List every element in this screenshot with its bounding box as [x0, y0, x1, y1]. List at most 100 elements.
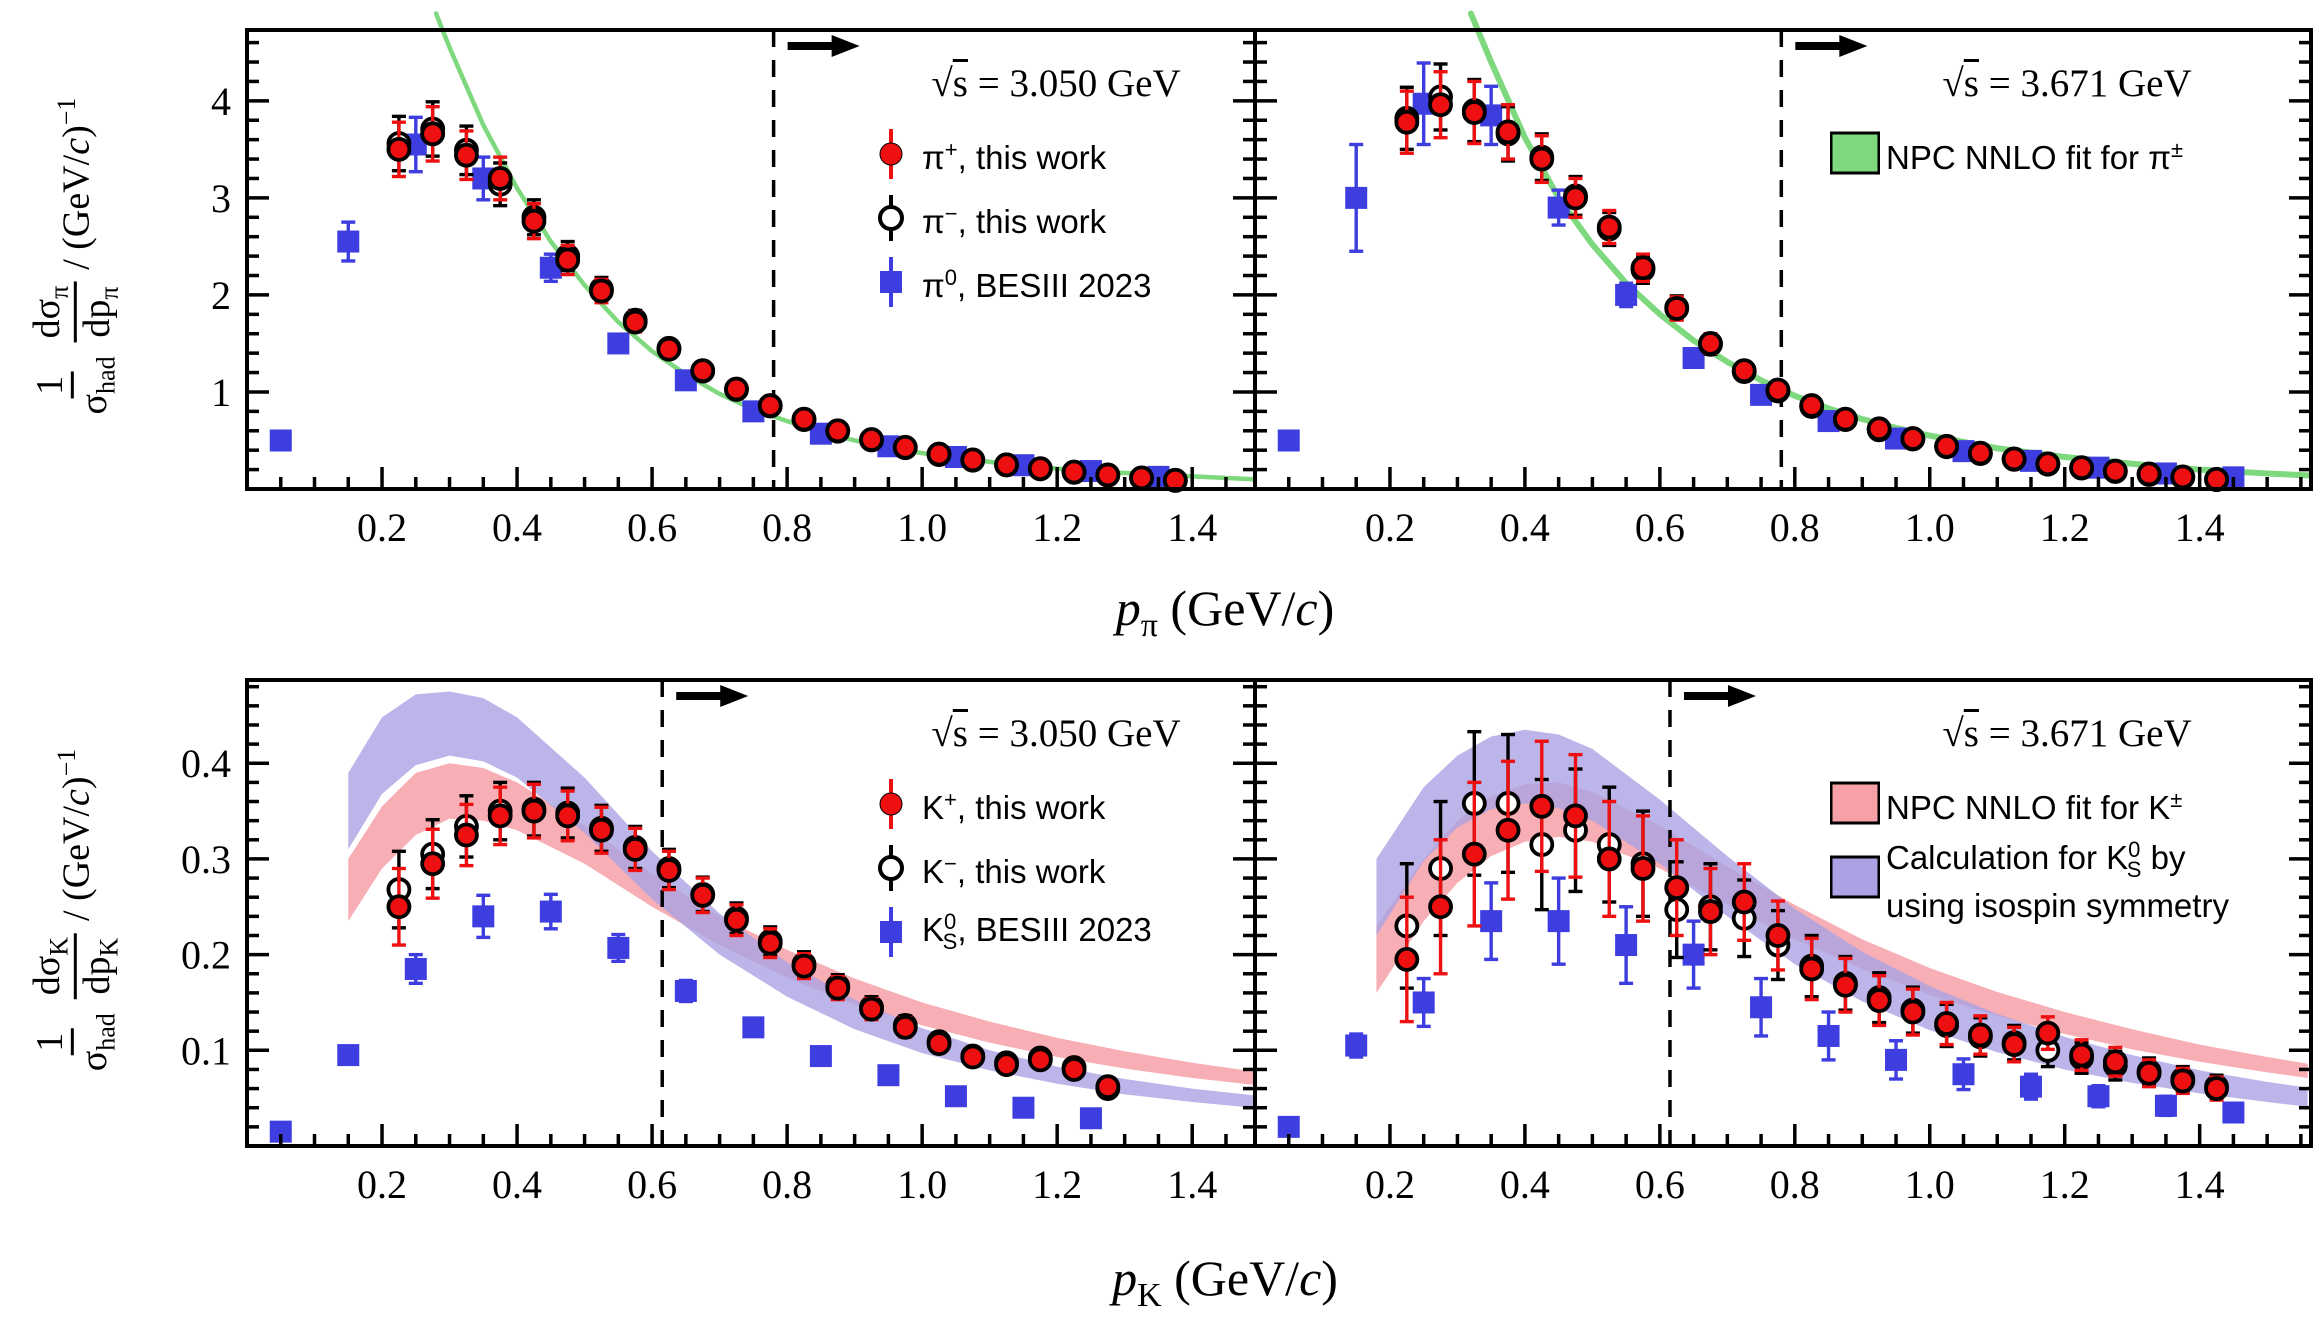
- legend-item: Calculation for K0S by using isospin symm…: [1824, 836, 2310, 923]
- svg-text:0.6: 0.6: [627, 505, 677, 550]
- series-filled-circle: [1394, 70, 2229, 492]
- legend-item-label: π0, BESIII 2023: [922, 265, 1152, 304]
- y-axis-title-kaon: 1 σhad dσK dpK / (GeV/c)−1: [26, 749, 123, 1076]
- tick-labels: 0.2 0.4 0.6 0.8 1.0 1.2 1.4 1 2 3 4: [211, 79, 1217, 550]
- legend-item: K+, this work: [860, 772, 1252, 836]
- legend-item-label: π+, this work: [922, 137, 1107, 176]
- svg-text:0.8: 0.8: [1770, 505, 1820, 550]
- fraction-one-over-sigma-had: 1 σhad: [28, 1013, 121, 1072]
- svg-text:0.4: 0.4: [1500, 1162, 1550, 1207]
- svg-text:0.6: 0.6: [1635, 505, 1685, 550]
- series-square: [269, 892, 1102, 1143]
- svg-text:0.2: 0.2: [1365, 505, 1415, 550]
- legend-item: π0, BESIII 2023: [860, 250, 1252, 314]
- panel-border: [1253, 28, 2313, 491]
- panel-border: [1253, 678, 2313, 1148]
- band-pink: [348, 763, 1253, 1085]
- right-arrow-icon: [1795, 35, 1868, 57]
- legend-item-label: Calculation for K0S by using isospin symm…: [1886, 837, 2229, 924]
- x-axis-title-kaon: pK (GeV/c): [1112, 1250, 1338, 1314]
- legend-item-label: NPC NNLO fit for π±: [1886, 137, 2184, 176]
- panel-kaon-3671: 0.2 0.4 0.6 0.8 1.0 1.2 1.4: [1253, 678, 2313, 1207]
- svg-text:1.4: 1.4: [2175, 1162, 2225, 1207]
- fraction-dsigma-dp: dσπ dpπ: [26, 281, 123, 343]
- series-filled-circle: [386, 104, 1188, 493]
- legend-kaon-3050: √s = 3.050 GeV K+, this work K−, this work…: [860, 712, 1252, 964]
- legend-item: K0S, BESIII 2023: [860, 900, 1252, 964]
- svg-text:1.2: 1.2: [1032, 1162, 1082, 1207]
- series-square: [1277, 876, 2245, 1138]
- svg-text:0.8: 0.8: [762, 505, 812, 550]
- legend-item-label: K0S, BESIII 2023: [922, 909, 1152, 954]
- panel-kaon-3050: 0.2 0.4 0.6 0.8 1.0 1.2 1.4 0.1 0.2 0.3 0.4: [181, 678, 1257, 1207]
- legend-pion-3671: √s = 3.671 GeV NPC NNLO fit for π±: [1824, 62, 2310, 186]
- svg-text:3: 3: [211, 176, 231, 221]
- red-dot-icon: [879, 779, 903, 829]
- svg-text:1.0: 1.0: [1905, 1162, 1955, 1207]
- legend-item-label: NPC NNLO fit for K±: [1886, 787, 2183, 826]
- legend-item: K−, this work: [860, 836, 1252, 900]
- fraction-dsigma-dp: dσK dpK: [26, 932, 123, 1000]
- svg-text:0.6: 0.6: [1635, 1162, 1685, 1207]
- svg-text:4: 4: [211, 79, 231, 124]
- svg-text:1.4: 1.4: [1167, 505, 1217, 550]
- open-dot-icon: [878, 845, 904, 891]
- svg-text:0.2: 0.2: [357, 1162, 407, 1207]
- legend-energy-title: √s = 3.050 GeV: [931, 712, 1181, 755]
- legend-item: NPC NNLO fit for K±: [1824, 772, 2310, 836]
- right-arrow-icon: [1683, 685, 1756, 707]
- svg-text:1.0: 1.0: [897, 505, 947, 550]
- svg-text:0.4: 0.4: [492, 505, 542, 550]
- green-box-icon: [1830, 131, 1880, 175]
- x-axis-title-pion: pπ (GeV/c): [1115, 580, 1335, 644]
- fraction-one-over-sigma-had: 1 σhad: [28, 356, 121, 415]
- right-arrow-icon: [787, 35, 860, 57]
- legend-item-label: K+, this work: [922, 787, 1106, 826]
- svg-text:0.4: 0.4: [492, 1162, 542, 1207]
- right-arrow-icon: [676, 685, 749, 707]
- pink-box-icon: [1830, 781, 1880, 825]
- legend-energy-title: √s = 3.671 GeV: [1942, 712, 2192, 755]
- legend-energy-title: √s = 3.671 GeV: [1942, 62, 2192, 105]
- lavender-box-icon: [1830, 855, 1880, 899]
- svg-text:0.8: 0.8: [1770, 1162, 1820, 1207]
- svg-text:0.8: 0.8: [762, 1162, 812, 1207]
- svg-text:1.4: 1.4: [2175, 505, 2225, 550]
- svg-text:2: 2: [211, 273, 231, 318]
- open-dot-icon: [878, 195, 904, 241]
- svg-text:1.2: 1.2: [1032, 505, 1082, 550]
- legend-item-label: π−, this work: [922, 201, 1107, 240]
- tick-labels: 0.2 0.4 0.6 0.8 1.0 1.2 1.4 0.1 0.2 0.3 0.4: [181, 741, 1217, 1207]
- y-axis-title-pion: 1 σhad dσπ dpπ / (GeV/c)−1: [26, 98, 123, 419]
- svg-text:0.2: 0.2: [181, 933, 231, 978]
- panel-pion-3050: 0.2 0.4 0.6 0.8 1.0 1.2 1.4 1 2 3 4: [211, 11, 1257, 550]
- svg-text:1.0: 1.0: [1905, 505, 1955, 550]
- series-filled-circle: [386, 782, 1121, 1100]
- band-lavender: [348, 691, 1253, 1108]
- svg-text:1.4: 1.4: [1167, 1162, 1217, 1207]
- tick-labels: 0.2 0.4 0.6 0.8 1.0 1.2 1.4: [1365, 1162, 2225, 1207]
- svg-text:1: 1: [211, 370, 231, 415]
- series-square: [1277, 61, 2245, 489]
- svg-text:1.2: 1.2: [2040, 1162, 2090, 1207]
- legend-pion-3050: √s = 3.050 GeV π+, this work π−, this work…: [860, 62, 1252, 314]
- series-filled-circle: [1394, 739, 2229, 1102]
- panel-pion-3671: 0.2 0.4 0.6 0.8 1.0 1.2 1.4: [1253, 10, 2313, 550]
- blue-square-icon: [880, 257, 902, 307]
- tick-labels: 0.2 0.4 0.6 0.8 1.0 1.2 1.4: [1365, 505, 2225, 550]
- svg-text:1.2: 1.2: [2040, 505, 2090, 550]
- blue-square-icon: [880, 907, 902, 957]
- svg-text:0.4: 0.4: [1500, 505, 1550, 550]
- svg-text:0.2: 0.2: [357, 505, 407, 550]
- legend-item: π−, this work: [860, 186, 1252, 250]
- svg-text:0.4: 0.4: [181, 741, 231, 786]
- svg-text:1.0: 1.0: [897, 1162, 947, 1207]
- legend-kaon-3671: √s = 3.671 GeV NPC NNLO fit for K± Calcula…: [1824, 712, 2310, 923]
- svg-text:0.6: 0.6: [627, 1162, 677, 1207]
- legend-item: NPC NNLO fit for π±: [1824, 122, 2310, 186]
- legend-energy-title: √s = 3.050 GeV: [931, 62, 1181, 105]
- legend-item-label: K−, this work: [922, 851, 1106, 890]
- svg-text:0.3: 0.3: [181, 837, 231, 882]
